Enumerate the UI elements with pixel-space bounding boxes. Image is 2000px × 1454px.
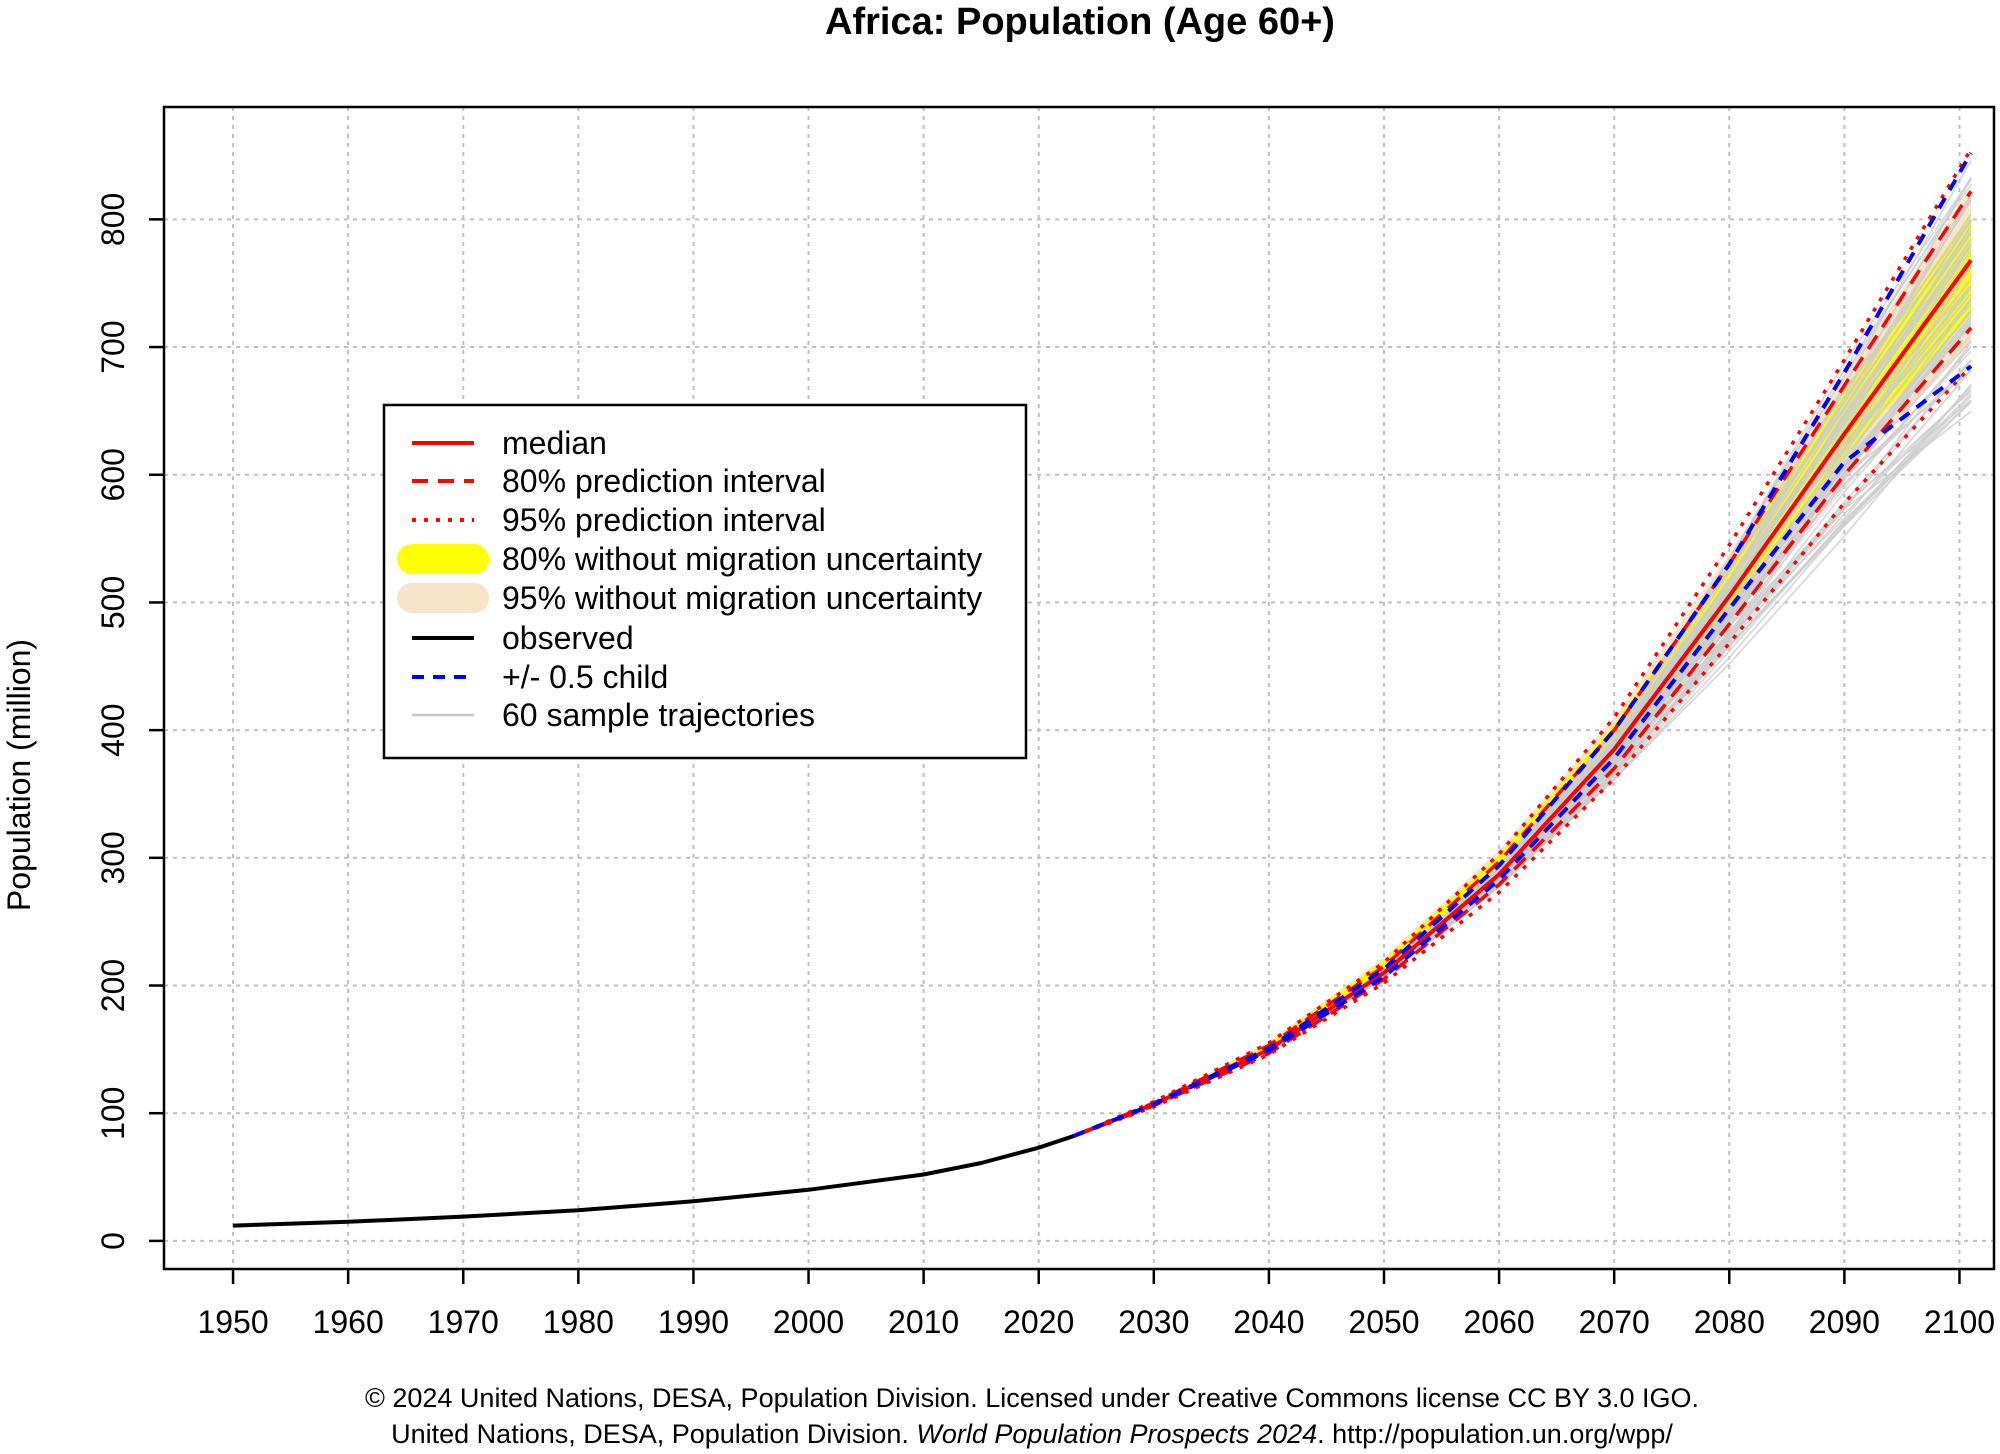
x-tick-label: 2060 xyxy=(1464,1304,1535,1340)
series-80-lower xyxy=(1072,326,1973,1138)
sample-trajectory xyxy=(1072,243,1972,1138)
x-tick-label: 2000 xyxy=(773,1304,844,1340)
x-tick-label: 2080 xyxy=(1694,1304,1765,1340)
band-95-no-migration xyxy=(1073,187,1971,1137)
x-tick-label: 1950 xyxy=(197,1304,268,1340)
series-80-upper xyxy=(1072,190,1973,1138)
sample-trajectory xyxy=(1072,231,1972,1138)
sample-trajectory xyxy=(1072,230,1972,1137)
footer-citation-prefix: United Nations, DESA, Population Divisio… xyxy=(391,1419,916,1449)
legend-label-samples: 60 sample trajectories xyxy=(502,697,815,733)
footer-citation-title: World Population Prospects 2024 xyxy=(916,1419,1317,1449)
x-tick-label: 2040 xyxy=(1233,1304,1304,1340)
y-tick-label: 100 xyxy=(95,1087,131,1140)
sample-trajectory xyxy=(1072,218,1972,1137)
sample-trajectory xyxy=(1072,233,1972,1138)
x-tick-label: 1970 xyxy=(428,1304,499,1340)
x-tick-label: 1960 xyxy=(313,1304,384,1340)
sample-trajectory xyxy=(1072,217,1972,1138)
legend: median 80% prediction interval 95% predi… xyxy=(382,403,1028,760)
sample-trajectory xyxy=(1072,225,1972,1138)
sample-trajectory xyxy=(1072,239,1972,1138)
y-tick-label: 800 xyxy=(95,193,131,246)
series-95-lower xyxy=(1072,365,1973,1138)
sample-trajectory xyxy=(1072,198,1972,1138)
x-tick-label: 2090 xyxy=(1809,1304,1880,1340)
x-tick-label: 2100 xyxy=(1924,1304,1995,1340)
sample-trajectory xyxy=(1072,160,1972,1138)
sample-trajectory xyxy=(1072,393,1972,1138)
footer-copyright: © 2024 United Nations, DESA, Population … xyxy=(365,1383,1699,1413)
sample-trajectory xyxy=(1072,219,1972,1138)
sample-trajectory xyxy=(1072,179,1972,1138)
legend-label-80-interval: 80% prediction interval xyxy=(502,463,826,499)
chart-title: Africa: Population (Age 60+) xyxy=(825,1,1335,43)
legend-label-80-no-migration: 80% without migration uncertainty xyxy=(502,541,982,577)
legend-label-95-no-migration: 95% without migration uncertainty xyxy=(502,580,982,616)
x-tick-label: 2030 xyxy=(1118,1304,1189,1340)
band-80-no-migration xyxy=(1073,213,1971,1137)
series-lines xyxy=(233,148,1973,1228)
sample-trajectory xyxy=(1072,199,1972,1138)
series-observed xyxy=(233,1134,1074,1228)
y-tick-label: 200 xyxy=(95,959,131,1012)
sample-trajectory xyxy=(1072,395,1972,1138)
legend-label-median: median xyxy=(502,425,607,461)
legend-label-half-child: +/- 0.5 child xyxy=(502,659,668,695)
x-tick-label: 2050 xyxy=(1348,1304,1419,1340)
sample-trajectory xyxy=(1072,238,1972,1138)
sample-trajectories xyxy=(1072,160,1972,1138)
x-tick-label: 1990 xyxy=(658,1304,729,1340)
sample-trajectory xyxy=(1072,410,1972,1138)
sample-trajectory xyxy=(1072,220,1972,1138)
sample-trajectory xyxy=(1072,225,1972,1138)
sample-trajectory xyxy=(1072,245,1972,1138)
x-tick-label: 1980 xyxy=(543,1304,614,1340)
sample-trajectory xyxy=(1072,177,1972,1138)
y-tick-label: 700 xyxy=(95,320,131,373)
legend-label-95-interval: 95% prediction interval xyxy=(502,502,826,538)
y-tick-label: 400 xyxy=(95,703,131,756)
sample-trajectory xyxy=(1072,244,1972,1138)
series-plus-half-child xyxy=(1072,152,1973,1139)
legend-label-observed: observed xyxy=(502,620,634,656)
y-tick-label: 300 xyxy=(95,831,131,884)
footer-citation: United Nations, DESA, Population Divisio… xyxy=(391,1419,1673,1449)
uncertainty-bands xyxy=(1073,187,1971,1137)
x-tick-label: 2020 xyxy=(1003,1304,1074,1340)
sample-trajectory xyxy=(1072,213,1972,1138)
x-tick-label: 2010 xyxy=(888,1304,959,1340)
series-minus-half-child xyxy=(1072,364,1973,1139)
y-tick-label: 600 xyxy=(95,448,131,501)
y-axis-label: Population (million) xyxy=(1,639,37,911)
footer-citation-url: . http://population.un.org/wpp/ xyxy=(1317,1419,1673,1449)
sample-trajectory xyxy=(1072,176,1972,1138)
sample-trajectory xyxy=(1072,194,1972,1138)
sample-trajectory xyxy=(1072,183,1972,1138)
x-tick-label: 2070 xyxy=(1579,1304,1650,1340)
sample-trajectory xyxy=(1072,230,1972,1138)
plot-frame xyxy=(162,105,1996,1271)
series-95-upper xyxy=(1072,148,1973,1138)
y-tick-label: 0 xyxy=(95,1232,131,1250)
axis-ticks: 1950 1960 1970 1980 1990 2000 2010 2020 2030 2040… xyxy=(95,193,1995,1340)
y-tick-label: 500 xyxy=(95,576,131,629)
legend-box xyxy=(382,403,1028,760)
